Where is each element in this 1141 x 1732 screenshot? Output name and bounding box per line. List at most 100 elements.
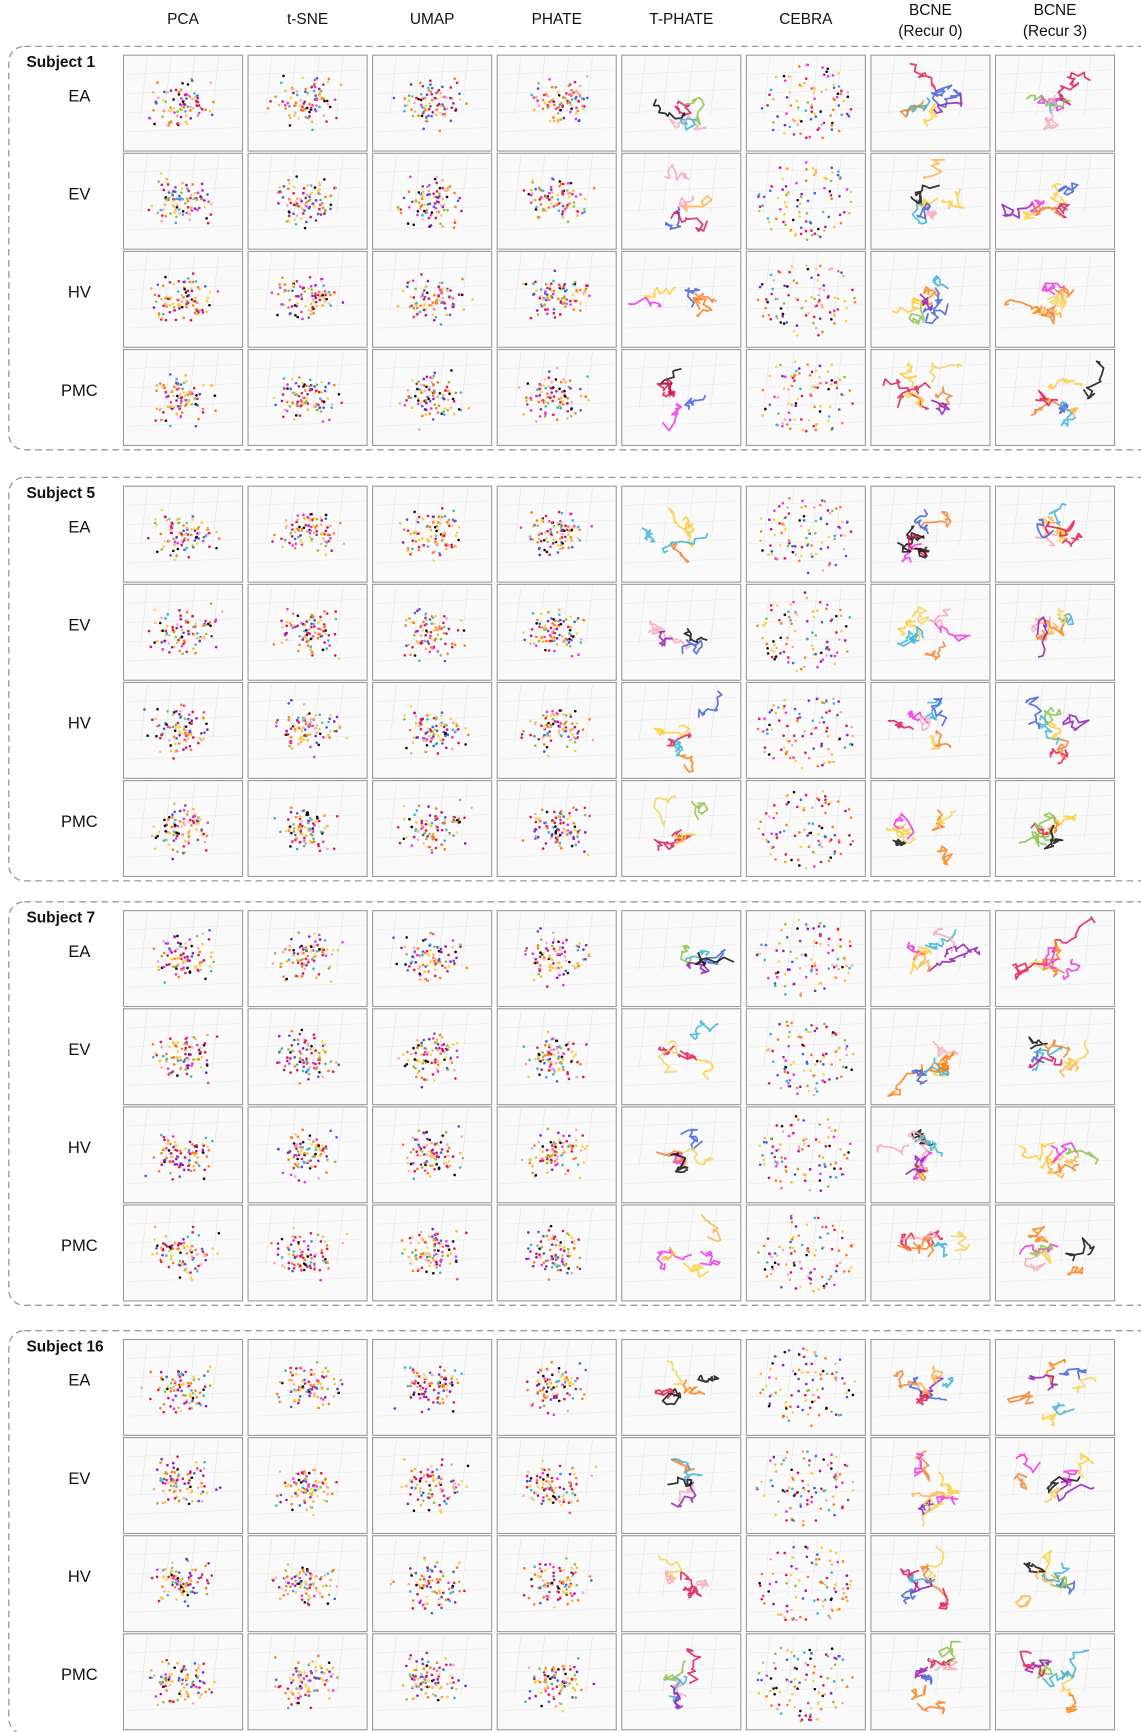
point — [178, 609, 181, 612]
panel-frame — [871, 486, 990, 582]
point — [338, 657, 341, 660]
point — [288, 944, 291, 947]
point — [821, 764, 824, 767]
point — [804, 656, 807, 659]
point — [423, 309, 426, 312]
point — [292, 961, 295, 964]
point — [429, 949, 432, 952]
point — [793, 379, 796, 382]
point — [768, 93, 771, 96]
point — [833, 310, 836, 313]
point — [409, 533, 412, 536]
point — [550, 391, 553, 394]
point — [800, 953, 803, 956]
point — [312, 298, 315, 301]
point — [309, 529, 312, 532]
point — [179, 405, 182, 408]
point — [296, 280, 299, 283]
point — [449, 289, 452, 292]
point — [295, 414, 298, 417]
point — [192, 952, 195, 955]
point — [568, 196, 571, 199]
point — [550, 531, 553, 534]
point — [421, 537, 424, 540]
point — [808, 419, 811, 422]
point — [300, 311, 303, 314]
point — [449, 97, 452, 100]
point — [195, 828, 198, 831]
point — [187, 400, 190, 403]
point — [175, 554, 178, 557]
point — [560, 182, 563, 185]
point — [555, 390, 558, 393]
point — [296, 959, 299, 962]
point — [427, 280, 430, 283]
point — [848, 115, 851, 118]
point — [310, 184, 313, 187]
point — [805, 230, 808, 233]
point — [540, 288, 543, 291]
point — [419, 310, 422, 313]
point — [341, 941, 344, 944]
point — [325, 954, 328, 957]
point — [817, 840, 820, 843]
point — [175, 727, 178, 730]
point — [292, 192, 295, 195]
point — [158, 1060, 161, 1063]
point — [807, 64, 810, 67]
point — [452, 721, 455, 724]
point — [425, 314, 428, 317]
point — [785, 643, 788, 646]
point — [430, 622, 433, 625]
point — [536, 309, 539, 312]
point — [789, 75, 792, 78]
point — [288, 716, 291, 719]
point — [550, 387, 553, 390]
point — [180, 191, 183, 194]
point — [336, 716, 339, 719]
point — [187, 633, 190, 636]
point — [197, 526, 200, 529]
point — [436, 395, 439, 398]
point — [853, 297, 856, 300]
point — [201, 932, 204, 935]
point — [310, 288, 313, 291]
point — [838, 839, 841, 842]
point — [572, 965, 575, 968]
point — [784, 528, 787, 531]
point — [171, 1057, 174, 1060]
column-header: (Recur 3) — [1023, 23, 1087, 40]
point — [175, 837, 178, 840]
point — [313, 959, 316, 962]
point — [536, 541, 539, 544]
point — [155, 524, 158, 527]
point — [576, 210, 579, 213]
point — [803, 82, 806, 85]
panel-frame — [497, 486, 616, 582]
point — [813, 192, 816, 195]
point — [452, 959, 455, 962]
point — [425, 211, 428, 214]
point — [545, 515, 548, 518]
point — [428, 304, 431, 307]
point — [795, 182, 798, 185]
point — [303, 963, 306, 966]
point — [322, 420, 325, 423]
point — [448, 392, 451, 395]
point — [288, 828, 291, 831]
point — [440, 214, 443, 217]
point — [309, 276, 312, 279]
point — [428, 388, 431, 391]
point — [323, 297, 326, 300]
point — [181, 387, 184, 390]
point — [558, 961, 561, 964]
point — [451, 946, 454, 949]
point — [304, 197, 307, 200]
point — [173, 958, 176, 961]
point — [458, 92, 461, 95]
point — [418, 804, 421, 807]
point — [273, 397, 276, 400]
point — [540, 613, 543, 616]
point — [443, 203, 446, 206]
point — [316, 950, 319, 953]
